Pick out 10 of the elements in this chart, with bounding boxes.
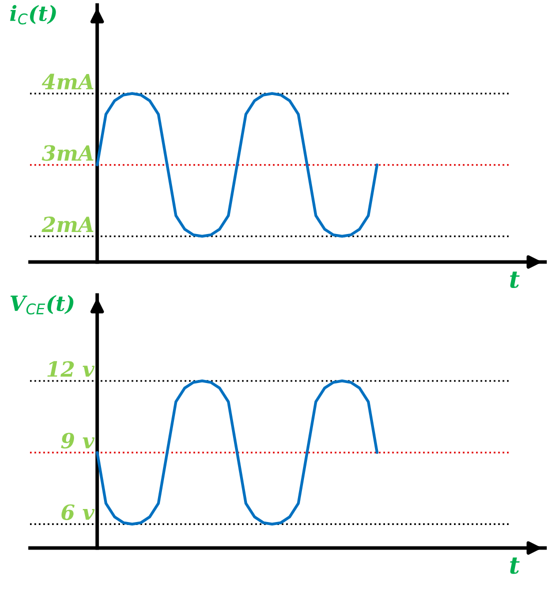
y-tick-label: 3mA <box>42 145 94 161</box>
y-tick-label: 9 v <box>61 432 95 448</box>
y-tick-label: 2mA <box>42 216 94 232</box>
y-tick-label: 6 v <box>62 504 95 520</box>
y-tick-label: 4mA <box>42 74 94 90</box>
x-axis-title: t <box>510 557 520 574</box>
y-axis-title: i$_{C}$(t) <box>10 4 56 24</box>
x-axis-title: t <box>510 272 520 288</box>
y-axis-title: V$_{CE}$(t) <box>10 294 74 314</box>
y-tick-label: 12 v <box>47 361 95 377</box>
